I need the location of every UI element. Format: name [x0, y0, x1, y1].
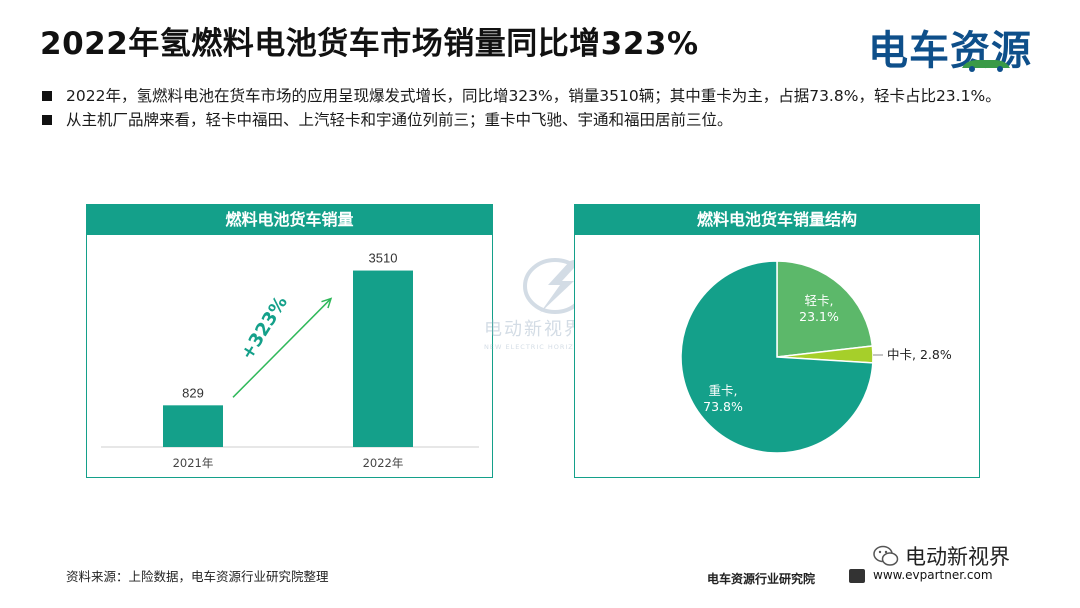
- bullet-text: 2022年，氢燃料电池在货车市场的应用呈现爆发式增长，同比增323%，销量351…: [66, 87, 1001, 105]
- bullet-square-icon: [42, 91, 52, 101]
- brand-logo: 电车资源: [842, 16, 1032, 74]
- bar-chart-title: 燃料电池货车销量: [87, 205, 492, 235]
- page-title: 2022年氢燃料电池货车市场销量同比增323%: [40, 26, 699, 62]
- bar-value-label: 3510: [369, 251, 398, 266]
- bar-chart: 829 2021年 3510 2022年 +323%: [101, 251, 479, 470]
- web-icon: [849, 569, 865, 583]
- bullet-item: 2022年，氢燃料电池在货车市场的应用呈现爆发式增长，同比增323%，销量351…: [40, 86, 1030, 107]
- category-label: 2021年: [173, 456, 214, 470]
- watermark-text: 电动新视界: [484, 319, 584, 340]
- bullet-item: 从主机厂品牌来看，轻卡中福田、上汽轻卡和宇通位列前三；重卡中飞驰、宇通和福田居前…: [40, 110, 1030, 131]
- source-note: 资料来源：上险数据，电车资源行业研究院整理: [66, 569, 329, 584]
- bullet-square-icon: [42, 115, 52, 125]
- wechat-icon: [873, 545, 899, 566]
- wechat-account: 电动新视界: [873, 541, 1010, 571]
- bullet-text: 从主机厂品牌来看，轻卡中福田、上汽轻卡和宇通位列前三；重卡中飞驰、宇通和福田居前…: [66, 111, 733, 129]
- watermark-subtext: NEW ELECTRIC HORIZON: [484, 343, 586, 351]
- footer-org: 电车资源行业研究院: [707, 572, 816, 586]
- pie-chart: 轻卡, 23.1% 中卡, 2.8% 重卡, 73.8%: [680, 260, 952, 454]
- pie-chart-title: 燃料电池货车销量结构: [575, 205, 979, 235]
- footer-url[interactable]: www.evpartner.com: [873, 568, 993, 582]
- bar: [353, 270, 413, 447]
- pie-slice: [776, 260, 874, 358]
- bullet-list: 2022年，氢燃料电池在货车市场的应用呈现爆发式增长，同比增323%，销量351…: [40, 86, 1030, 134]
- category-label: 2022年: [363, 456, 404, 470]
- bar: [163, 405, 223, 447]
- pie-slice-label: 重卡, 73.8%: [703, 383, 743, 414]
- bar-value-label: 829: [182, 385, 204, 400]
- bar-chart-panel: 燃料电池货车销量 829 2021年 3510 2022年 +323%: [86, 204, 493, 478]
- growth-arrow-line: [232, 298, 332, 398]
- growth-annotation: +323%: [237, 293, 292, 364]
- pie-slice-label: 中卡, 2.8%: [887, 347, 952, 362]
- arrow-head-icon: [321, 297, 333, 309]
- wechat-name: 电动新视界: [905, 545, 1010, 569]
- car-icon: [962, 60, 1010, 72]
- pie-chart-panel: 燃料电池货车销量结构 轻卡, 23.1% 中卡, 2.8% 重卡, 73.8%: [574, 204, 980, 478]
- pie-slice: [680, 260, 874, 454]
- pie-slice-label: 轻卡, 23.1%: [799, 293, 839, 324]
